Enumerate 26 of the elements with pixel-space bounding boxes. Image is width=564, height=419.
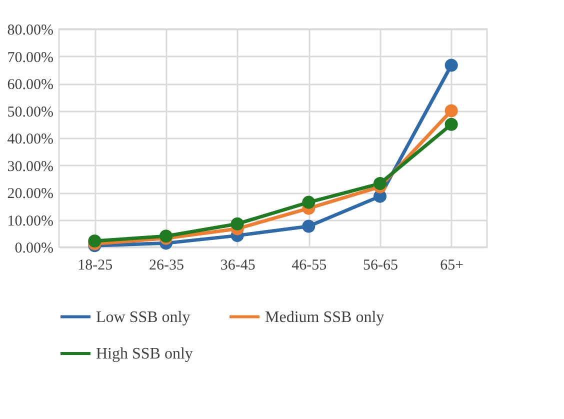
x-tick-label: 65+ bbox=[440, 258, 464, 274]
y-tick-label: 0.00% bbox=[14, 240, 54, 256]
y-tick-label: 50.00% bbox=[7, 104, 54, 120]
y-tick-label: 70.00% bbox=[7, 50, 54, 66]
point bbox=[444, 118, 458, 131]
point bbox=[373, 177, 387, 190]
legend-label: Low SSB only bbox=[96, 308, 190, 326]
x-tick-label: 36-45 bbox=[220, 258, 256, 274]
point bbox=[444, 104, 458, 118]
point bbox=[88, 234, 102, 248]
point bbox=[230, 217, 244, 230]
y-tick-label: 20.00% bbox=[7, 186, 54, 202]
y-tick-label: 40.00% bbox=[7, 132, 54, 148]
legend-label: High SSB only bbox=[96, 346, 193, 362]
point bbox=[302, 196, 316, 209]
x-tick-label: 46-55 bbox=[292, 258, 327, 274]
y-tick-label: 80.00% bbox=[7, 22, 54, 38]
x-tick-label: 56-65 bbox=[363, 258, 398, 274]
point bbox=[302, 220, 316, 233]
y-tick-label: 60.00% bbox=[7, 77, 54, 93]
x-tick-label: 26-35 bbox=[149, 258, 184, 274]
y-tick-label: 30.00% bbox=[7, 158, 54, 175]
point bbox=[444, 58, 458, 72]
x-tick-label: 18-25 bbox=[78, 258, 113, 274]
legend-label: Medium SSB only bbox=[265, 308, 384, 326]
y-tick-label: 10.00% bbox=[7, 213, 54, 230]
